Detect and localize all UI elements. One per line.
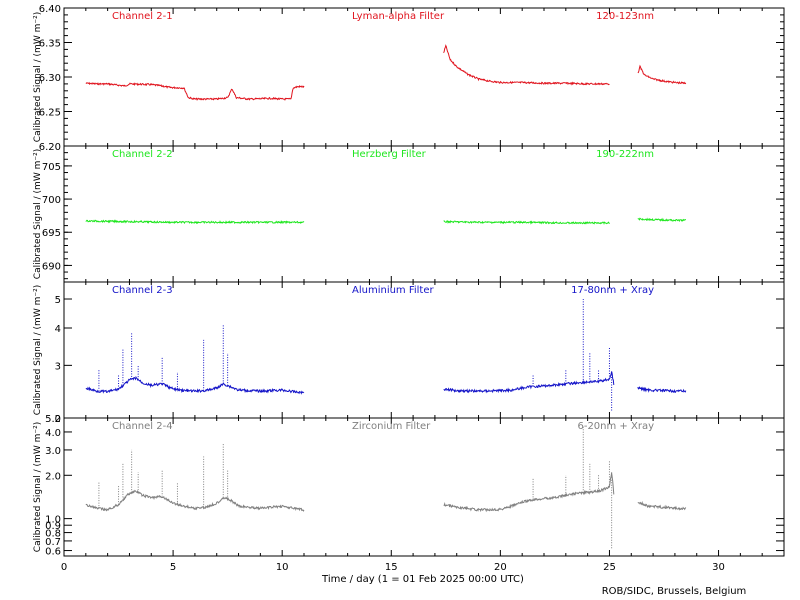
data-segment-2 (443, 44, 610, 86)
x-tick-label: 10 (276, 562, 289, 573)
channel-label: Channel 2-2 (112, 149, 173, 160)
y-tick-label: 5 (55, 295, 61, 306)
data-segment-1 (85, 489, 305, 512)
x-axis-label: Time / day (1 = 01 Feb 2025 00:00 UTC) (321, 574, 524, 585)
x-tick-label: 30 (712, 562, 725, 573)
filter-label: Lyman-alpha Filter (352, 11, 445, 22)
y-tick-label: 2 (55, 414, 61, 425)
y-tick-label: 2.0 (45, 471, 61, 482)
data-segment-2 (443, 472, 615, 513)
y-tick-label: 0.7 (45, 537, 61, 548)
series-3 (85, 299, 687, 412)
y-tick-label: 5.0 (45, 414, 61, 425)
series-1 (85, 44, 687, 101)
y-tick-label: 700 (42, 195, 61, 206)
y-tick-label: 6.40 (39, 4, 61, 15)
x-tick-label: 15 (385, 562, 398, 573)
series-4 (85, 425, 687, 549)
x-tick-label: 25 (603, 562, 616, 573)
x-tick-label: 0 (61, 562, 67, 573)
data-segment-3 (637, 500, 687, 511)
y-tick-label: 1.0 (45, 515, 61, 526)
data-segment-2 (443, 220, 610, 225)
y-tick-label: 0.6 (45, 547, 61, 558)
filter-label: Aluminium Filter (352, 285, 435, 296)
x-tick-label: 20 (494, 562, 507, 573)
x-axis: 0 5 10 15 20 25 30 (61, 562, 725, 573)
y-tick-label: 6.25 (39, 108, 61, 119)
band-label: 190-222nm (596, 149, 654, 160)
y-tick-label: 3 (55, 361, 61, 372)
y-axis-label: Calibrated Signal / (mW m⁻²) (33, 422, 43, 552)
data-segment-3 (637, 217, 687, 223)
channel-label: Channel 2-3 (112, 285, 173, 296)
filter-label: Zirconium Filter (352, 421, 431, 432)
data-segment-3 (637, 64, 687, 85)
y-tick-label: 6.20 (39, 142, 61, 153)
y-tick-label: 4 (55, 324, 61, 335)
y-axis-label: Calibrated Signal / (mW m⁻²) (33, 149, 43, 279)
y-tick-label: 0.9 (45, 521, 61, 532)
data-segment-1 (85, 219, 305, 225)
channel-label: Channel 2-4 (112, 421, 173, 432)
series-2 (85, 217, 687, 225)
y-tick-label: 4.0 (45, 428, 61, 439)
data-segment-1 (85, 375, 305, 395)
credit-text: ROB/SIDC, Brussels, Belgium (602, 586, 747, 597)
y-tick-label: 0.8 (45, 529, 61, 540)
band-label: 17-80nm + Xray (571, 285, 654, 296)
y-tick-label: 695 (42, 228, 61, 239)
x-tick-label: 5 (170, 562, 176, 573)
filter-label: Herzberg Filter (352, 149, 427, 160)
data-segment-1 (85, 81, 305, 101)
data-segment-3 (637, 386, 687, 393)
y-tick-label: 6.35 (39, 39, 61, 50)
channel-label: Channel 2-1 (112, 11, 173, 22)
band-label: 6-20nm + Xray (577, 421, 654, 432)
panel-frame (63, 417, 785, 557)
y-axis-label: Calibrated Signal / (mW m⁻²) (33, 285, 43, 415)
data-segment-2 (443, 371, 615, 394)
y-tick-label: 705 (42, 162, 61, 173)
y-tick-label: 3.0 (45, 446, 61, 457)
y-axis-label: Calibrated Signal / (mW m⁻²) (33, 12, 43, 142)
y-tick-label: 6.30 (39, 73, 61, 84)
y-tick-label: 690 (42, 261, 61, 272)
band-label: 120-123nm (596, 11, 654, 22)
